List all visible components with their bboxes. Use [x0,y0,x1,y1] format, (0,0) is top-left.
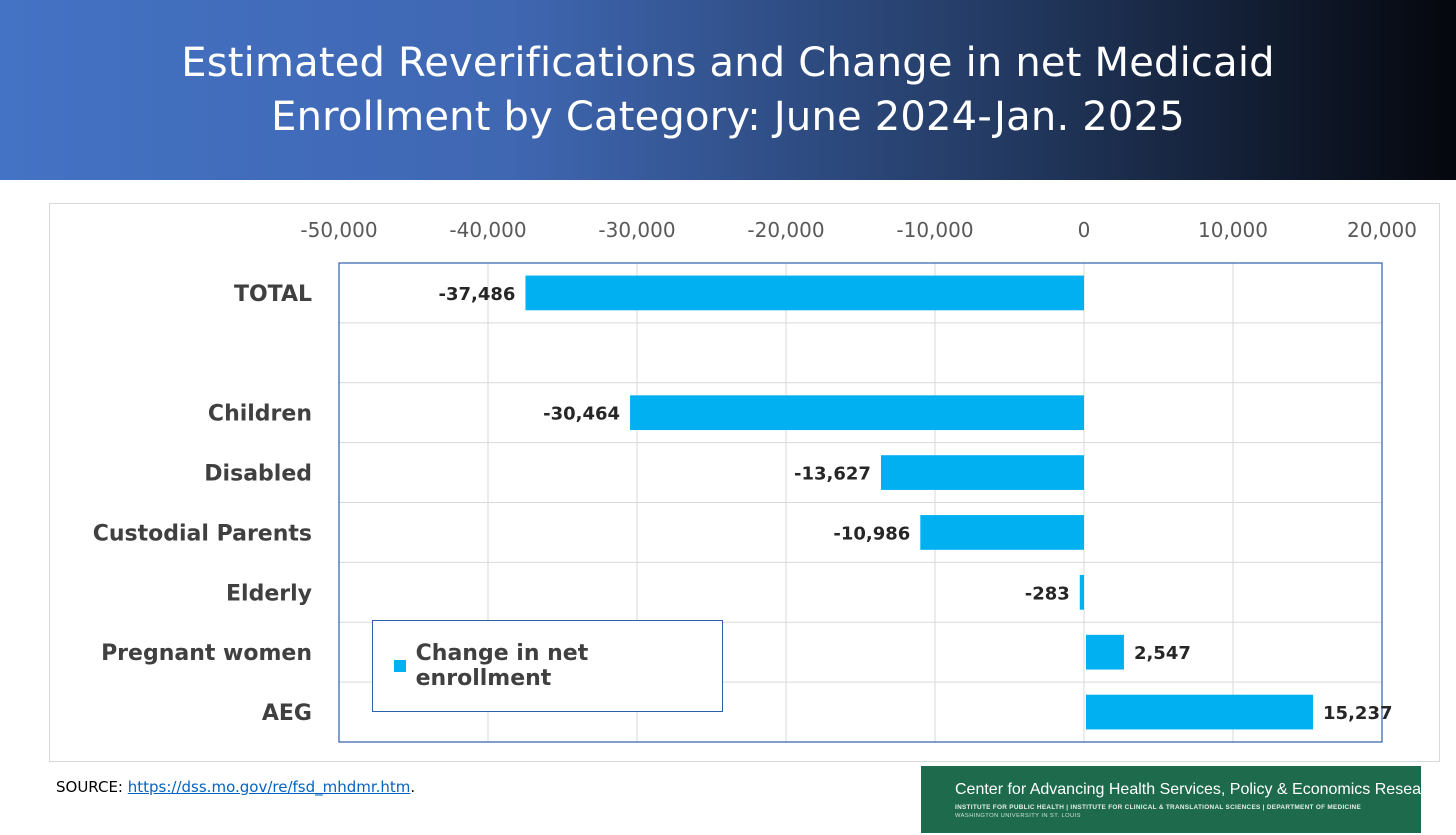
plot-area-border [338,262,1383,743]
chart-title-line-2: Enrollment by Category: June 2024-Jan. 2… [271,94,1185,140]
data-label-aeg: 15,237 [1323,703,1392,724]
data-label-elderly: -283 [1025,583,1070,604]
category-label-total: TOTAL [234,282,312,307]
data-label-custodial-parents: -10,986 [833,523,910,544]
data-label-disabled: -13,627 [794,464,871,485]
x-tick-label: -10,000 [896,218,973,242]
bar-children [630,395,1084,431]
category-label-custodial-parents: Custodial Parents [93,521,312,546]
category-label-pregnant-women: Pregnant women [101,641,312,666]
bar-elderly [1079,574,1084,610]
x-tick-label: -30,000 [598,218,675,242]
x-tick-label: 20,000 [1347,218,1417,242]
chart-legend: Change in net enrollment [372,620,723,712]
data-label-children: -30,464 [543,404,620,425]
bar-disabled [880,455,1084,490]
logo-title: Center for Advancing Health Services, Po… [955,780,1444,798]
title-banner: Estimated Reverifications and Change in … [0,0,1456,180]
x-tick-label: -50,000 [300,218,377,242]
x-tick-label: -40,000 [449,218,526,242]
organization-logo: Center for Advancing Health Services, Po… [921,766,1443,833]
category-label-disabled: Disabled [204,462,312,487]
chart-title-line-1: Estimated Reverifications and Change in … [181,40,1275,86]
category-label-elderly: Elderly [226,581,312,606]
logo-subtitle: INSTITUTE FOR PUBLIC HEALTH | INSTITUTE … [955,803,1362,811]
bar-custodial-parents [920,515,1084,550]
logo-university: WASHINGTON UNIVERSITY IN ST. LOUIS [955,812,1081,819]
source-note: SOURCE: https://dss.mo.gov/re/fsd_mhdmr.… [56,778,415,796]
data-label-total: -37,486 [439,284,516,305]
x-tick-label: 10,000 [1198,218,1268,242]
bar-aeg [1086,694,1314,730]
bar-pregnant-women [1086,634,1124,670]
x-tick-label: 0 [1078,218,1091,242]
category-label-aeg: AEG [262,701,312,726]
source-suffix: . [410,778,416,796]
legend-swatch [394,660,406,672]
bar-chart: -50,000 -40,000 -30,000 -20,000 -10,000 0 10,0… [93,218,1417,743]
source-prefix: SOURCE: [56,778,128,796]
source-link[interactable]: https://dss.mo.gov/re/fsd_mhdmr.htm [127,778,411,796]
legend-label: Change in net enrollment [415,641,589,691]
x-tick-label: -20,000 [747,218,824,242]
bar-total [525,275,1084,311]
data-label-pregnant-women: 2,547 [1134,643,1191,664]
category-label-children: Children [208,402,312,427]
